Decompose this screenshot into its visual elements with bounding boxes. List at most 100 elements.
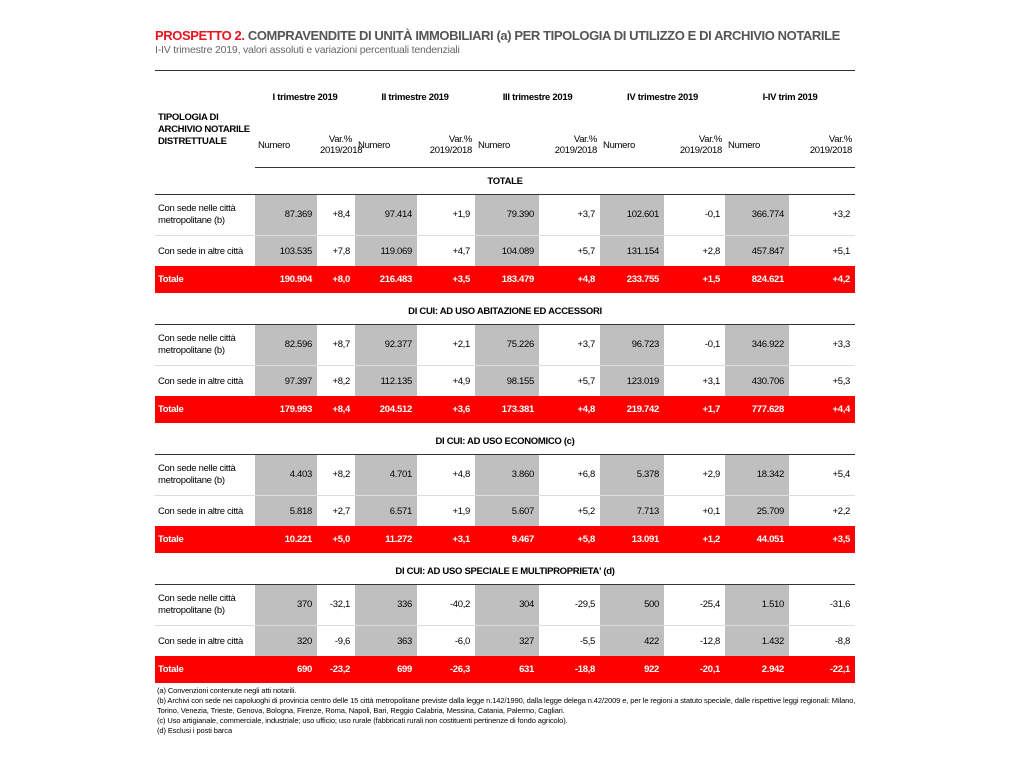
number-cell: 5.378 [600,454,665,496]
variation-cell: -5,5 [579,635,596,647]
number-cell: 366.774 [725,194,790,236]
variation-cell: +1,9 [417,194,476,236]
sub-header: Var.% 2019/2018 [664,123,726,168]
data-row: Con sede nelle città metropolitane (b) 37… [155,584,856,626]
number-cell: 7.713 [600,495,665,526]
variation-cell: +4,8 [539,266,601,293]
variation-cell: -40,2 [417,584,476,626]
variation-cell: +3,6 [417,396,476,423]
title: PROSPETTO 2. COMPRAVENDITE DI UNITÀ IMMO… [155,28,855,43]
footnotes: (a) Convenzioni contenute negli atti not… [157,686,857,736]
period-header: II trimestre 2019 [355,70,476,123]
variation-cell: +7,8 [332,245,351,257]
row-label: Con sede nelle città metropolitane (b) [155,324,255,366]
section-row: DI CUI: AD USO ABITAZIONE ED ACCESSORI [155,298,856,325]
variation-cell: -8,8 [834,635,851,647]
row-label: Totale [155,526,255,553]
data-row: Con sede nelle città metropolitane (b) 87… [155,194,856,236]
subtitle: I-IV trimestre 2019, valori assoluti e v… [155,44,460,56]
variation-cell: +1,7 [664,396,726,423]
sub-header: Numero [255,123,317,168]
variation-cell: +4,4 [789,396,856,423]
variation-cell: +5,7 [577,375,596,387]
variation-cell: +5,3 [832,375,851,387]
row-label: Con sede nelle città metropolitane (b) [155,194,255,236]
number-cell: 9.467 [475,526,540,553]
number-cell: 4.701 [355,454,418,496]
row-label: Totale [155,266,255,293]
variation-cell: +0,1 [702,505,721,517]
number-cell: 690 [255,656,317,683]
variation-cell: -25,4 [664,584,726,626]
number-cell: 98.155 [475,365,540,396]
variation-cell: -32,1 [317,584,356,626]
number-cell: 327 [475,625,540,656]
period-header: I-IV trim 2019 [725,70,856,123]
variation-cell: +8,2 [317,454,356,496]
row-label: Con sede in altre città [158,505,243,517]
variation-cell: -31,6 [789,584,856,626]
number-cell: 204.512 [355,396,418,423]
sub-header: Var.% 2019/2018 [539,123,601,168]
data-row: Con sede nelle città metropolitane (b) 82… [155,324,856,366]
variation-cell: +8,2 [332,375,351,387]
sub-header: Numero [600,123,665,168]
number-cell: 82.596 [255,324,317,366]
variation-cell: +4,8 [539,396,601,423]
number-cell: 97.414 [355,194,418,236]
variation-cell: +8,7 [317,324,356,366]
variation-cell: +2,2 [832,505,851,517]
period-header: III trimestre 2019 [475,70,601,123]
number-cell: 102.601 [600,194,665,236]
number-cell: 6.571 [355,495,418,526]
row-label: Con sede nelle città metropolitane (b) [155,454,255,496]
variation-cell: -20,1 [664,656,726,683]
footnote: (d) Esclusi i posti barca [157,726,233,735]
number-cell: 922 [600,656,665,683]
number-cell: 96.723 [600,324,665,366]
variation-cell: +3,7 [539,324,601,366]
number-cell: 44.051 [725,526,790,553]
row-label: Con sede nelle città metropolitane (b) [155,584,255,626]
data-row: Con sede in altre città 5.818 +2,7 6.571 +1,… [155,495,855,526]
sub-header: Var.% 2019/2018 [317,123,363,168]
variation-cell: +4,7 [452,245,471,257]
period-header: IV trimestre 2019 [600,70,726,123]
variation-cell: +3,7 [539,194,601,236]
number-cell: 5.607 [475,495,540,526]
number-cell: 112.135 [355,365,418,396]
variation-cell: +4,8 [417,454,476,496]
variation-cell: +4,2 [789,266,856,293]
variation-cell: -0,1 [664,324,726,366]
variation-cell: +5,0 [317,526,356,553]
row-label: Con sede in altre città [158,245,243,257]
section-title: TOTALE [155,167,856,195]
row-label: Con sede in altre città [158,635,243,647]
total-row: Totale 179.993 +8,4 204.512 +3,6 173.381 +4,8 2… [155,396,856,423]
number-cell: 79.390 [475,194,540,236]
number-cell: 11.272 [355,526,418,553]
number-cell: 500 [600,584,665,626]
number-cell: 422 [600,625,665,656]
sub-header: Numero [355,123,418,168]
variation-cell: +5,2 [577,505,596,517]
number-cell: 777.628 [725,396,790,423]
total-row: Totale 10.221 +5,0 11.272 +3,1 9.467 +5,8 13.09… [155,526,856,553]
number-cell: 457.847 [725,235,790,266]
total-row: Totale 190.904 +8,0 216.483 +3,5 183.479 +4,8 2… [155,266,856,293]
variation-cell: +2,8 [702,245,721,257]
number-cell: 370 [255,584,317,626]
title-prefix: PROSPETTO 2. [155,28,245,43]
number-cell: 119.069 [355,235,418,266]
number-cell: 216.483 [355,266,418,293]
sub-header: Var.% 2019/2018 [789,123,856,168]
number-cell: 363 [355,625,418,656]
data-row: Con sede in altre città 320 -9,6 363 -6,0 327… [155,625,855,656]
sub-header: Numero [475,123,540,168]
variation-cell: +3,3 [789,324,856,366]
number-cell: 336 [355,584,418,626]
number-cell: 183.479 [475,266,540,293]
sub-header: Var.% 2019/2018 [417,123,476,168]
number-cell: 631 [475,656,540,683]
